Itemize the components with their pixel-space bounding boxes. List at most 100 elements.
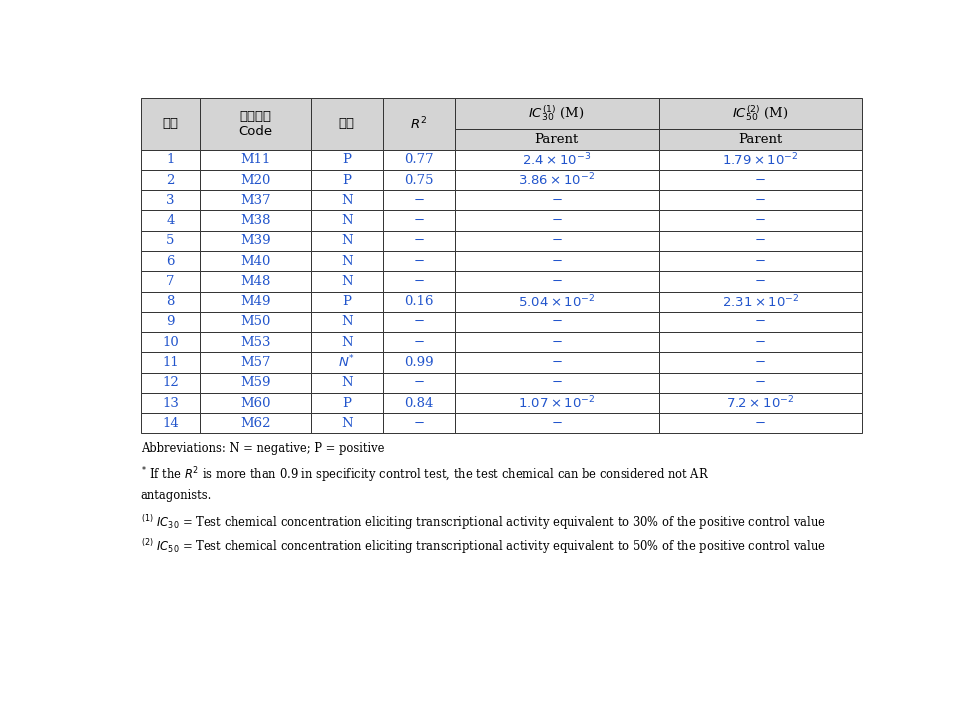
Text: $N^{*}$: $N^{*}$ bbox=[338, 355, 355, 371]
Bar bbox=[311, 291, 383, 312]
Text: 8: 8 bbox=[167, 295, 175, 308]
Text: 합제: 합제 bbox=[163, 117, 178, 130]
Text: $IC_{50}^{(2)}$ (M): $IC_{50}^{(2)}$ (M) bbox=[732, 104, 789, 124]
Bar bbox=[140, 373, 200, 393]
Text: 0.84: 0.84 bbox=[404, 397, 434, 409]
Bar bbox=[140, 211, 200, 231]
Bar bbox=[455, 373, 659, 393]
Text: Abbreviations: N = negative; P = positive: Abbreviations: N = negative; P = positiv… bbox=[140, 442, 384, 454]
Text: −: − bbox=[413, 315, 424, 329]
Text: −: − bbox=[755, 275, 766, 288]
Bar bbox=[455, 231, 659, 251]
Bar bbox=[455, 393, 659, 413]
Bar bbox=[311, 352, 383, 373]
Text: 12: 12 bbox=[162, 376, 178, 389]
Text: −: − bbox=[755, 376, 766, 389]
Text: −: − bbox=[755, 194, 766, 207]
Text: M57: M57 bbox=[240, 356, 271, 369]
Bar bbox=[311, 98, 383, 150]
Text: M49: M49 bbox=[240, 295, 271, 308]
Text: 5: 5 bbox=[167, 234, 175, 247]
Bar bbox=[383, 271, 455, 291]
Text: −: − bbox=[413, 255, 424, 267]
Text: 2: 2 bbox=[167, 173, 175, 187]
Bar bbox=[140, 190, 200, 211]
Text: M48: M48 bbox=[240, 275, 271, 288]
Text: $5.04 \times 10^{-2}$: $5.04 \times 10^{-2}$ bbox=[518, 293, 596, 310]
Text: −: − bbox=[755, 417, 766, 430]
Text: P: P bbox=[342, 173, 351, 187]
Text: M11: M11 bbox=[240, 153, 271, 166]
Bar bbox=[659, 312, 863, 332]
Text: −: − bbox=[755, 234, 766, 247]
Bar bbox=[383, 150, 455, 170]
Bar bbox=[659, 352, 863, 373]
Text: M40: M40 bbox=[240, 255, 271, 267]
Text: N: N bbox=[341, 234, 352, 247]
Text: 6: 6 bbox=[166, 255, 175, 267]
Text: −: − bbox=[413, 194, 424, 207]
Bar bbox=[200, 98, 311, 150]
Bar bbox=[659, 251, 863, 271]
Text: 11: 11 bbox=[162, 356, 178, 369]
Bar bbox=[383, 373, 455, 393]
Bar bbox=[140, 332, 200, 352]
Text: $2.31 \times 10^{-2}$: $2.31 \times 10^{-2}$ bbox=[722, 293, 800, 310]
Bar bbox=[383, 352, 455, 373]
Bar bbox=[140, 352, 200, 373]
Text: N: N bbox=[341, 417, 352, 430]
Bar bbox=[311, 312, 383, 332]
Text: M37: M37 bbox=[240, 194, 271, 207]
Text: $^{(2)}$ $IC_{50}$ = Test chemical concentration eliciting transcriptional activ: $^{(2)}$ $IC_{50}$ = Test chemical conce… bbox=[140, 536, 826, 555]
Text: 3: 3 bbox=[166, 194, 175, 207]
Bar bbox=[659, 373, 863, 393]
Bar bbox=[311, 150, 383, 170]
Text: M59: M59 bbox=[240, 376, 271, 389]
Bar bbox=[200, 413, 311, 433]
Text: $2.4 \times 10^{-3}$: $2.4 \times 10^{-3}$ bbox=[523, 152, 592, 168]
Bar bbox=[311, 413, 383, 433]
Bar bbox=[140, 170, 200, 190]
Text: N: N bbox=[341, 315, 352, 329]
Bar bbox=[659, 170, 863, 190]
Bar bbox=[455, 291, 659, 312]
Bar bbox=[455, 332, 659, 352]
Text: 0.77: 0.77 bbox=[404, 153, 434, 166]
Text: N: N bbox=[341, 214, 352, 227]
Text: −: − bbox=[551, 417, 563, 430]
Bar bbox=[200, 150, 311, 170]
Bar bbox=[659, 332, 863, 352]
Text: N: N bbox=[341, 255, 352, 267]
Bar bbox=[200, 211, 311, 231]
Text: $^{(1)}$ $IC_{30}$ = Test chemical concentration eliciting transcriptional activ: $^{(1)}$ $IC_{30}$ = Test chemical conce… bbox=[140, 513, 826, 532]
Text: M38: M38 bbox=[240, 214, 271, 227]
Text: P: P bbox=[342, 397, 351, 409]
Bar bbox=[455, 98, 659, 129]
Text: M50: M50 bbox=[240, 315, 271, 329]
Text: $1.79 \times 10^{-2}$: $1.79 \times 10^{-2}$ bbox=[722, 152, 799, 168]
Text: −: − bbox=[551, 255, 563, 267]
Text: 0.99: 0.99 bbox=[404, 356, 434, 369]
Bar bbox=[383, 413, 455, 433]
Text: −: − bbox=[755, 336, 766, 349]
Bar bbox=[455, 271, 659, 291]
Bar bbox=[311, 251, 383, 271]
Bar bbox=[140, 291, 200, 312]
Text: N: N bbox=[341, 275, 352, 288]
Bar bbox=[383, 98, 455, 150]
Text: $1.07 \times 10^{-2}$: $1.07 \times 10^{-2}$ bbox=[518, 395, 596, 411]
Text: $7.2 \times 10^{-2}$: $7.2 \times 10^{-2}$ bbox=[726, 395, 795, 411]
Text: −: − bbox=[413, 214, 424, 227]
Bar bbox=[200, 271, 311, 291]
Text: −: − bbox=[551, 275, 563, 288]
Text: −: − bbox=[755, 356, 766, 369]
Text: −: − bbox=[413, 417, 424, 430]
Bar bbox=[200, 352, 311, 373]
Bar bbox=[383, 332, 455, 352]
Bar bbox=[455, 190, 659, 211]
Bar bbox=[311, 231, 383, 251]
Text: N: N bbox=[341, 376, 352, 389]
Bar bbox=[200, 393, 311, 413]
Bar bbox=[311, 332, 383, 352]
Text: 10: 10 bbox=[162, 336, 178, 349]
